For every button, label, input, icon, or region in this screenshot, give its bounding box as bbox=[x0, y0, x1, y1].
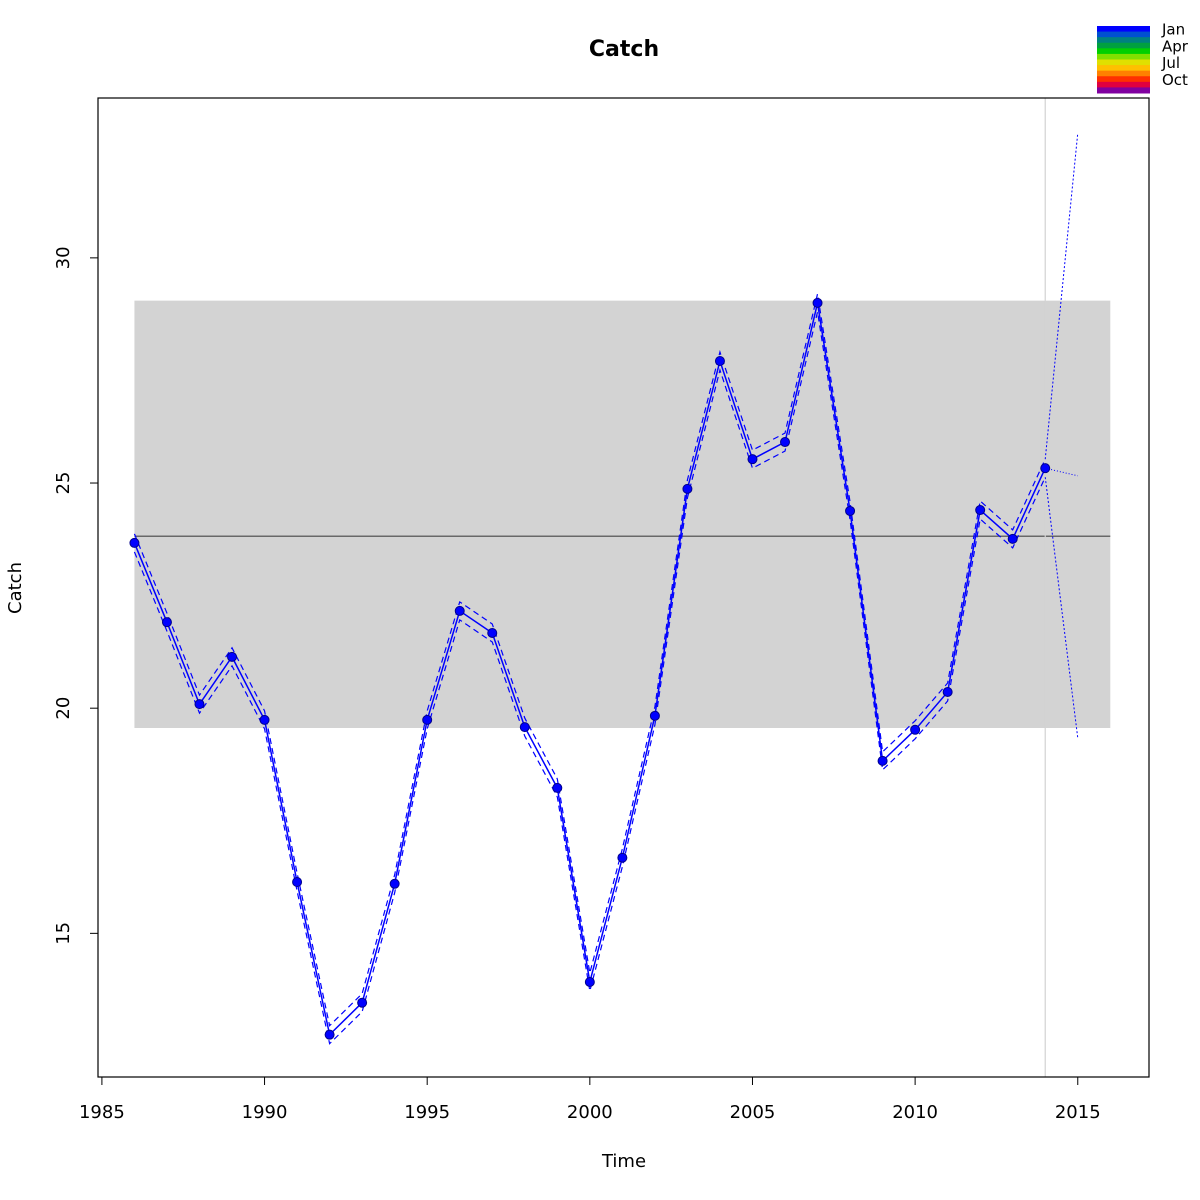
data-point bbox=[617, 852, 628, 863]
x-axis-label: Time bbox=[601, 1151, 646, 1172]
data-point bbox=[292, 877, 303, 888]
data-point bbox=[1007, 533, 1018, 544]
x-tick-label: 2010 bbox=[892, 1102, 938, 1123]
data-point bbox=[942, 686, 953, 697]
y-axis-label: Catch bbox=[5, 562, 26, 614]
lower-line bbox=[133, 311, 1046, 1045]
upper-line bbox=[133, 293, 1046, 1027]
data-point bbox=[877, 755, 888, 766]
legend-label: Apr bbox=[1162, 37, 1189, 55]
legend-label: Oct bbox=[1162, 71, 1188, 89]
data-point bbox=[227, 651, 238, 662]
legend-swatch bbox=[1097, 65, 1150, 72]
data-point bbox=[161, 617, 172, 628]
legend-label: Jan bbox=[1161, 21, 1185, 39]
legend-swatch bbox=[1097, 87, 1150, 94]
x-tick-label: 1995 bbox=[404, 1102, 450, 1123]
legend-swatch bbox=[1097, 81, 1150, 88]
data-point bbox=[845, 505, 856, 516]
forecast-upper bbox=[1044, 133, 1079, 460]
x-tick-label: 1990 bbox=[242, 1102, 288, 1123]
data-point bbox=[519, 722, 530, 733]
data-point bbox=[1040, 463, 1051, 474]
y-tick-label: 25 bbox=[53, 472, 74, 495]
data-point bbox=[910, 724, 921, 735]
data-point bbox=[454, 605, 465, 616]
legend-swatch bbox=[1097, 48, 1150, 55]
data-point bbox=[259, 714, 270, 725]
y-tick-label: 30 bbox=[53, 246, 74, 269]
legend-swatch bbox=[1097, 76, 1150, 83]
legend-swatch bbox=[1097, 42, 1150, 49]
legend-label: Jul bbox=[1161, 54, 1180, 72]
data-point bbox=[780, 437, 791, 448]
legend-swatch bbox=[1097, 26, 1150, 33]
data-point bbox=[584, 976, 595, 987]
x-tick-label: 2005 bbox=[730, 1102, 776, 1123]
data-point bbox=[487, 627, 498, 638]
data-point bbox=[389, 878, 400, 889]
data-point bbox=[552, 782, 563, 793]
data-point bbox=[714, 355, 725, 366]
data-point bbox=[129, 537, 140, 548]
data-point bbox=[812, 297, 823, 308]
data-point bbox=[422, 714, 433, 725]
data-point bbox=[357, 997, 368, 1008]
legend-swatch bbox=[1097, 31, 1150, 38]
forecast-mid bbox=[1045, 467, 1078, 477]
data-point bbox=[975, 505, 986, 516]
legend-swatch bbox=[1097, 70, 1150, 77]
data-point bbox=[194, 699, 205, 710]
data-point bbox=[324, 1029, 335, 1040]
data-point bbox=[747, 454, 758, 465]
y-tick-label: 15 bbox=[53, 922, 74, 945]
legend-swatch bbox=[1097, 37, 1150, 44]
data-point bbox=[682, 483, 693, 494]
y-tick-label: 20 bbox=[53, 697, 74, 720]
data-point bbox=[649, 710, 660, 721]
legend-swatch bbox=[1097, 53, 1150, 60]
x-tick-label: 2015 bbox=[1055, 1102, 1101, 1123]
legend-swatch bbox=[1097, 59, 1150, 66]
x-tick-label: 1985 bbox=[79, 1102, 125, 1123]
x-tick-label: 2000 bbox=[567, 1102, 613, 1123]
range-band bbox=[134, 300, 1111, 729]
chart-title: Catch bbox=[589, 37, 659, 62]
